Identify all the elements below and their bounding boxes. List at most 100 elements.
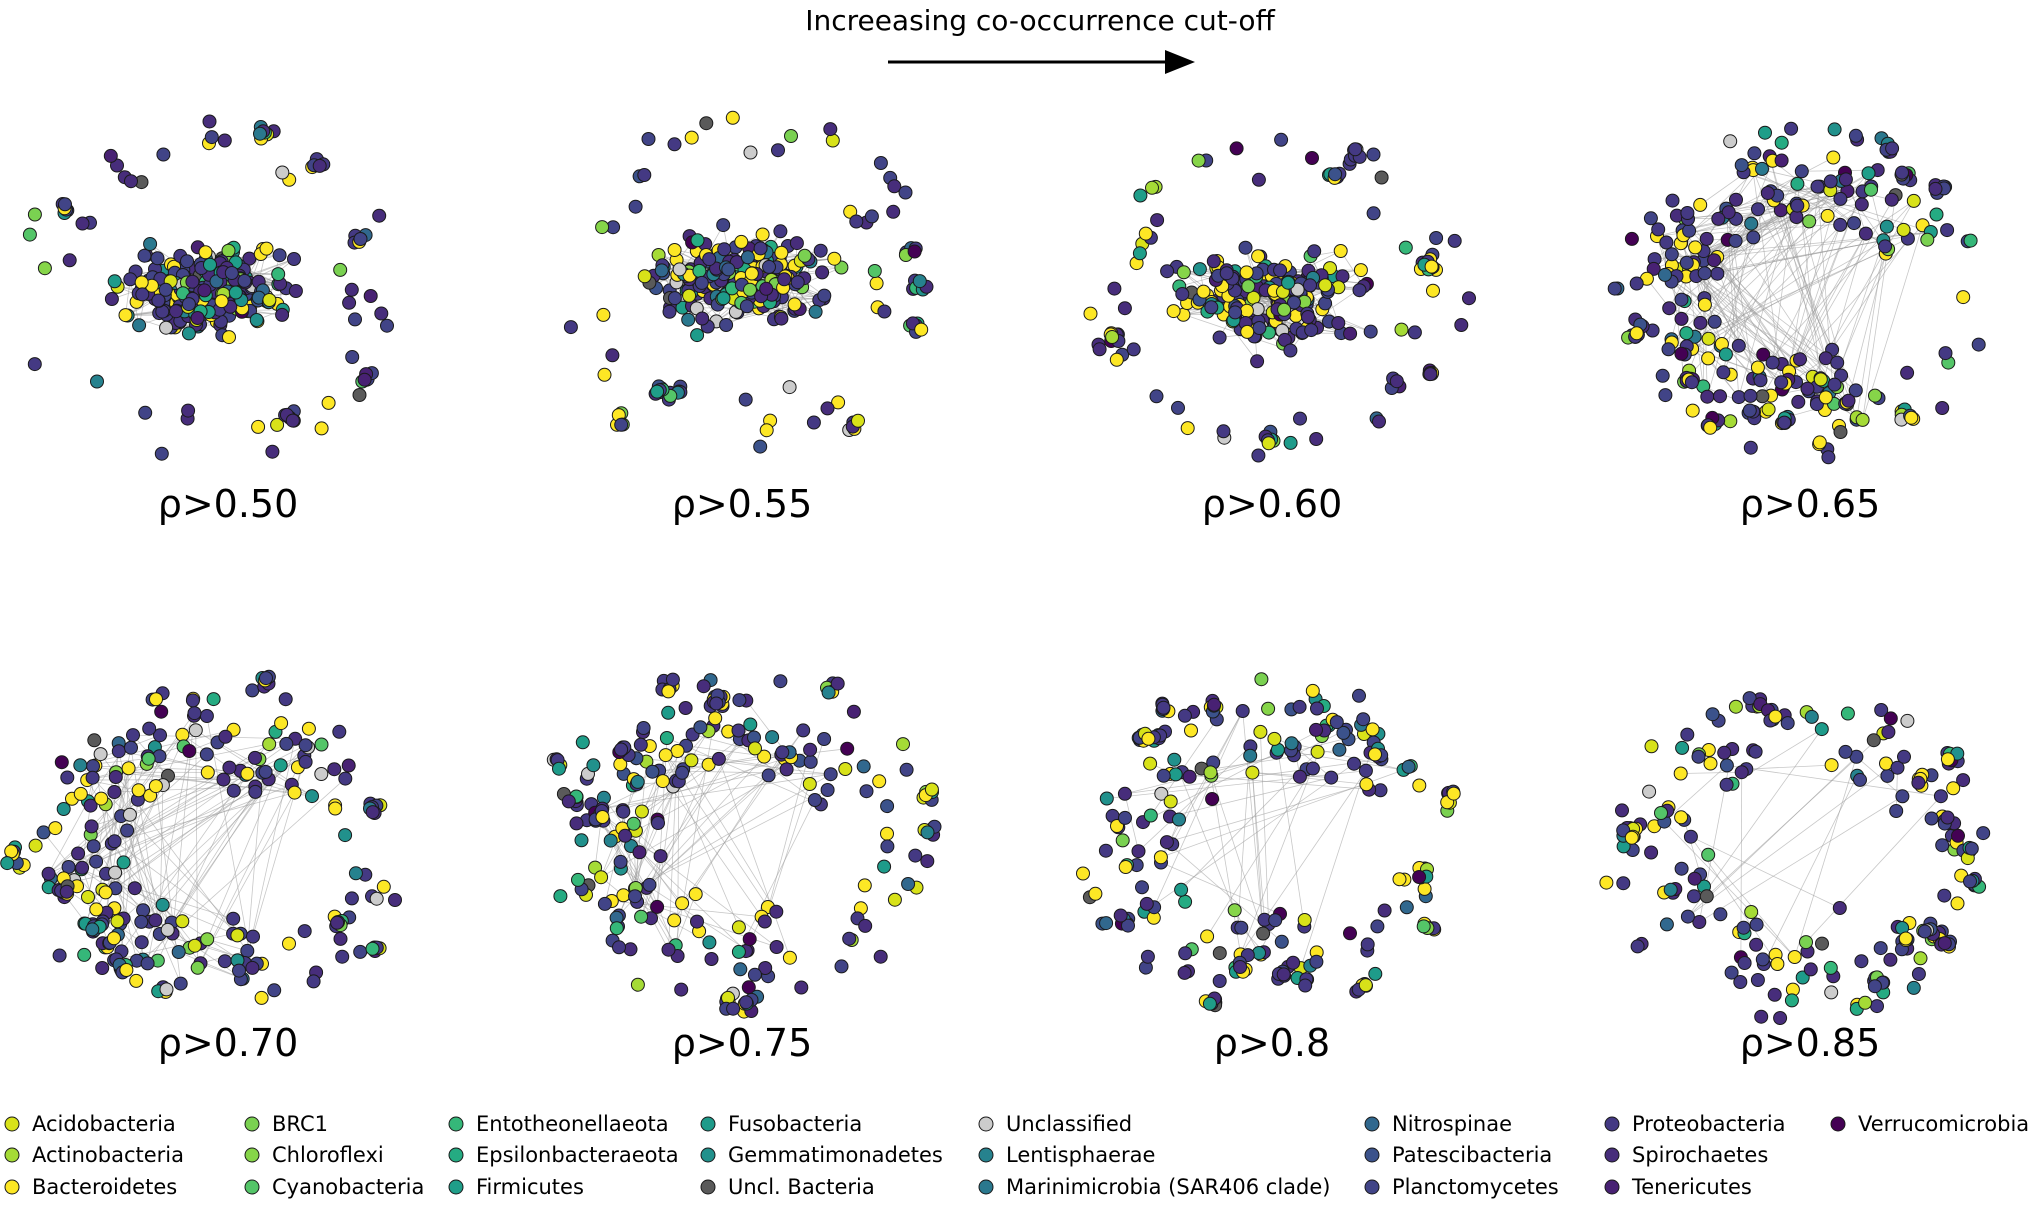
network-node — [312, 158, 327, 173]
network-node — [807, 793, 822, 807]
network-node — [1328, 167, 1343, 182]
network-node — [670, 744, 685, 758]
legend-item: Lentisphaerae — [978, 1143, 1155, 1167]
network-node — [1721, 205, 1736, 220]
network-node — [1971, 337, 1986, 352]
network-edge — [1763, 775, 1858, 965]
network-node — [1920, 232, 1935, 247]
network-node — [1679, 326, 1694, 341]
network-node — [748, 741, 762, 756]
network-edge — [1693, 262, 1761, 381]
network-node — [1731, 338, 1746, 353]
network-node — [217, 954, 232, 969]
network-node — [1713, 907, 1728, 922]
network-node — [773, 224, 788, 239]
network-node — [1616, 876, 1631, 891]
network-node — [1701, 351, 1716, 366]
network-node — [1744, 216, 1759, 231]
network-node — [279, 736, 294, 751]
network-node — [1276, 967, 1291, 982]
network-node — [732, 693, 747, 708]
network-node — [802, 777, 817, 791]
network-node — [1832, 901, 1847, 915]
network-node — [1929, 207, 1944, 222]
network-node — [1743, 388, 1758, 403]
network-node — [1861, 166, 1876, 181]
network-node — [1219, 266, 1234, 281]
network-node — [1462, 291, 1476, 306]
network-node — [107, 834, 122, 849]
network-node — [175, 727, 190, 742]
network-node — [690, 914, 704, 929]
network-node — [1874, 703, 1889, 717]
network-node — [794, 980, 809, 995]
network-edge — [1160, 710, 1244, 858]
network-node — [1175, 287, 1190, 301]
network-node — [796, 723, 811, 738]
network-node — [1787, 950, 1802, 964]
network-node — [831, 395, 846, 410]
network-node — [1691, 749, 1706, 764]
network-node — [694, 275, 709, 290]
legend-swatch — [244, 1179, 260, 1195]
network-node — [1896, 222, 1911, 237]
network-edge — [1703, 260, 1838, 363]
network-node — [1777, 415, 1792, 430]
network-node — [1855, 412, 1870, 427]
panel-label-5: ρ>0.75 — [672, 1021, 813, 1065]
network-node — [1737, 956, 1752, 970]
network-node — [711, 751, 726, 766]
network-node — [1697, 266, 1712, 281]
legend-item: Nitrospinae — [1364, 1112, 1512, 1136]
network-node — [1615, 803, 1629, 818]
network-node — [89, 902, 104, 917]
network-node — [1426, 283, 1440, 298]
network-edge — [126, 830, 156, 921]
network-node — [1729, 192, 1743, 207]
network-node — [1283, 435, 1298, 450]
network-node — [820, 401, 835, 416]
network-edge — [677, 781, 680, 957]
network-node — [575, 735, 590, 750]
network-node — [224, 266, 239, 280]
network-node — [73, 758, 88, 773]
network-edge — [195, 729, 263, 774]
network-node — [1963, 874, 1977, 889]
network-node — [1774, 153, 1789, 168]
network-node — [747, 967, 762, 982]
network-node — [1674, 810, 1689, 825]
network-edge — [1805, 795, 1942, 943]
network-node — [1884, 192, 1899, 207]
network-panel-7 — [1599, 691, 1991, 1025]
network-node — [1699, 231, 1714, 246]
network-node — [1684, 375, 1699, 390]
network-node — [185, 693, 200, 708]
network-node — [849, 214, 864, 229]
network-node — [1858, 226, 1873, 241]
network-node — [120, 823, 135, 838]
network-node — [637, 168, 652, 182]
network-node — [864, 209, 879, 224]
network-node — [1256, 926, 1271, 941]
network-node — [1398, 240, 1413, 255]
network-node — [614, 417, 629, 432]
network-node — [110, 914, 125, 929]
network-node — [716, 291, 731, 306]
network-node — [267, 983, 282, 998]
network-edge — [206, 715, 253, 968]
network-edge — [1664, 821, 1795, 958]
network-node — [717, 242, 732, 257]
network-node — [1191, 153, 1206, 168]
legend-label: Verrucomicrobia — [1858, 1112, 2029, 1136]
network-node — [127, 881, 142, 896]
network-node — [1755, 161, 1769, 176]
network-node — [124, 174, 138, 189]
network-edge — [1664, 765, 1728, 822]
network-node — [1088, 886, 1103, 901]
network-node — [1700, 389, 1715, 404]
network-node — [240, 943, 255, 958]
network-node — [771, 143, 785, 158]
legend-label: Uncl. Bacteria — [728, 1175, 875, 1199]
network-node — [1937, 936, 1952, 951]
network-edge — [1687, 756, 1857, 917]
